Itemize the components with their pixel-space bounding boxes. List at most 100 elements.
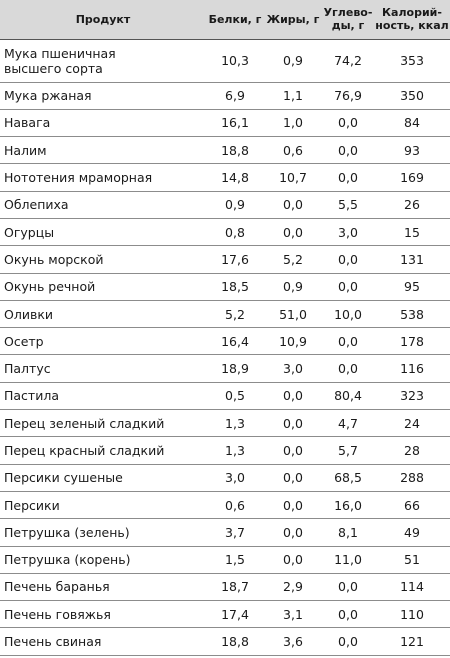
cell-protein: 1,5 <box>206 545 264 574</box>
table-row: Окунь речной 18,5 0,9 0,0 95 <box>0 272 450 301</box>
cell-fat: 3,1 <box>264 600 322 628</box>
cell-product: Облепиха <box>0 190 206 219</box>
table-row: Налим 18,8 0,6 0,0 93 <box>0 136 450 164</box>
cell-carbs: 3,0 <box>322 217 374 246</box>
cell-fat: 51,0 <box>264 299 322 328</box>
cell-carbs: 0,0 <box>322 600 374 628</box>
cell-calories: 169 <box>374 163 450 192</box>
cell-product: Печень баранья <box>0 572 206 601</box>
header-calories: Калорий- ность, ккал <box>374 0 450 39</box>
cell-carbs: 76,9 <box>322 81 374 110</box>
cell-product: Огурцы <box>0 217 206 246</box>
cell-fat: 0,0 <box>264 436 322 465</box>
cell-calories: 178 <box>374 327 450 355</box>
cell-product: Нототения мраморная <box>0 163 206 192</box>
cell-calories: 350 <box>374 81 450 110</box>
cell-product: Петрушка (корень) <box>0 545 206 574</box>
table-row: Персики сушеные 3,0 0,0 68,5 288 <box>0 463 450 492</box>
table-row: Навага 16,1 1,0 0,0 84 <box>0 108 450 137</box>
table-body: Мука пшеничная высшего сорта 10,3 0,9 74,2 3… <box>0 38 450 656</box>
cell-fat: 1,0 <box>264 108 322 137</box>
header-carbs-line1: Углево- <box>323 6 373 20</box>
cell-protein: 16,4 <box>206 327 264 355</box>
cell-protein: 1,3 <box>206 409 264 437</box>
cell-calories: 24 <box>374 409 450 437</box>
cell-protein: 18,8 <box>206 136 264 164</box>
cell-product: Навага <box>0 108 206 137</box>
table-row: Печень свиная 18,8 3,6 0,0 121 <box>0 627 450 656</box>
header-row: Продукт Белки, г Жиры, г Углево- ды, г К… <box>0 0 450 39</box>
cell-calories: 116 <box>374 354 450 383</box>
cell-protein: 0,8 <box>206 217 264 246</box>
cell-fat: 10,9 <box>264 327 322 355</box>
cell-protein: 14,8 <box>206 163 264 192</box>
cell-carbs: 5,5 <box>322 190 374 219</box>
table-header: Продукт Белки, г Жиры, г Углево- ды, г К… <box>0 0 450 39</box>
table-row: Перец красный сладкий 1,3 0,0 5,7 28 <box>0 436 450 465</box>
cell-product: Окунь морской <box>0 245 206 274</box>
cell-product: Осетр <box>0 327 206 355</box>
cell-product: Оливки <box>0 299 206 328</box>
cell-protein: 0,6 <box>206 490 264 519</box>
cell-carbs: 4,7 <box>322 409 374 437</box>
cell-carbs: 80,4 <box>322 381 374 410</box>
cell-fat: 0,9 <box>264 38 322 82</box>
cell-product: Мука ржаная <box>0 81 206 110</box>
cell-calories: 95 <box>374 272 450 301</box>
cell-fat: 0,0 <box>264 381 322 410</box>
cell-protein: 17,4 <box>206 600 264 628</box>
cell-carbs: 10,0 <box>322 299 374 328</box>
table-row: Петрушка (корень) 1,5 0,0 11,0 51 <box>0 545 450 574</box>
cell-protein: 3,0 <box>206 463 264 492</box>
cell-fat: 0,0 <box>264 217 322 246</box>
table-row: Окунь морской 17,6 5,2 0,0 131 <box>0 245 450 274</box>
cell-fat: 0,0 <box>264 463 322 492</box>
cell-product: Налим <box>0 136 206 164</box>
header-calories-line1: Калорий- <box>382 6 442 20</box>
table-row: Огурцы 0,8 0,0 3,0 15 <box>0 217 450 246</box>
cell-calories: 131 <box>374 245 450 274</box>
cell-carbs: 0,0 <box>322 627 374 656</box>
table-row: Осетр 16,4 10,9 0,0 178 <box>0 327 450 355</box>
cell-calories: 66 <box>374 490 450 519</box>
cell-fat: 0,0 <box>264 409 322 437</box>
cell-fat: 5,2 <box>264 245 322 274</box>
cell-product: Окунь речной <box>0 272 206 301</box>
cell-calories: 110 <box>374 600 450 628</box>
cell-calories: 49 <box>374 518 450 547</box>
cell-carbs: 0,0 <box>322 136 374 164</box>
cell-carbs: 0,0 <box>322 327 374 355</box>
table-row: Нототения мраморная 14,8 10,7 0,0 169 <box>0 163 450 192</box>
header-fat: Жиры, г <box>266 12 320 26</box>
table-row: Палтус 18,9 3,0 0,0 116 <box>0 354 450 383</box>
cell-carbs: 0,0 <box>322 272 374 301</box>
header-carbs-line2: ды, г <box>331 19 365 33</box>
cell-protein: 18,8 <box>206 627 264 656</box>
header-product: Продукт <box>75 12 131 26</box>
cell-calories: 28 <box>374 436 450 465</box>
table-row: Печень говяжья 17,4 3,1 0,0 110 <box>0 600 450 628</box>
header-protein: Белки, г <box>208 12 262 26</box>
cell-product: Персики сушеные <box>0 463 206 492</box>
cell-carbs: 0,0 <box>322 163 374 192</box>
cell-protein: 1,3 <box>206 436 264 465</box>
cell-product: Петрушка (зелень) <box>0 518 206 547</box>
table-row: Мука пшеничная высшего сорта 10,3 0,9 74,2 3… <box>0 38 450 82</box>
cell-carbs: 11,0 <box>322 545 374 574</box>
cell-calories: 51 <box>374 545 450 574</box>
cell-carbs: 68,5 <box>322 463 374 492</box>
cell-carbs: 0,0 <box>322 245 374 274</box>
cell-product: Перец зеленый сладкий <box>0 409 206 437</box>
cell-protein: 16,1 <box>206 108 264 137</box>
cell-carbs: 0,0 <box>322 572 374 601</box>
cell-carbs: 0,0 <box>322 354 374 383</box>
cell-protein: 10,3 <box>206 38 264 82</box>
cell-calories: 121 <box>374 627 450 656</box>
cell-carbs: 8,1 <box>322 518 374 547</box>
cell-protein: 18,9 <box>206 354 264 383</box>
table-row: Мука ржаная 6,9 1,1 76,9 350 <box>0 81 450 110</box>
cell-carbs: 74,2 <box>322 38 374 82</box>
cell-protein: 6,9 <box>206 81 264 110</box>
header-carbs: Углево- ды, г <box>322 0 374 39</box>
cell-carbs: 0,0 <box>322 108 374 137</box>
